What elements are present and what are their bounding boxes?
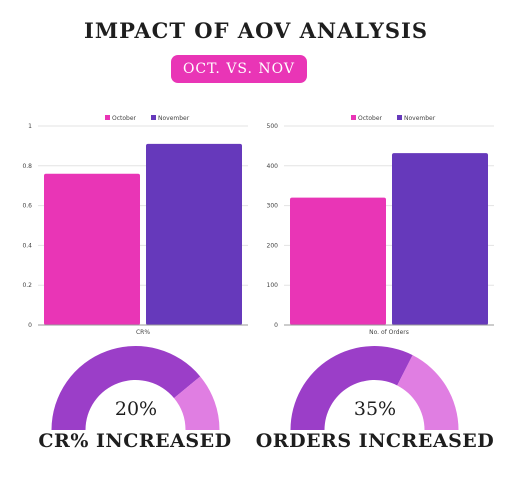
gauge-filled-arc (290, 346, 413, 430)
bar-november (392, 153, 488, 325)
y-tick-label: 300 (267, 203, 279, 210)
legend-swatch-november (151, 115, 156, 120)
legend-label-november: November (404, 115, 436, 122)
y-tick-label: 1 (28, 123, 32, 130)
y-tick-label: 0 (274, 322, 278, 329)
orders-gauge-value: 35% (353, 398, 397, 420)
cr-caption: CR% INCREASED (38, 430, 232, 452)
y-tick-label: 400 (267, 163, 279, 170)
legend-swatch-november (397, 115, 402, 120)
legend-swatch-october (351, 115, 356, 120)
cr-gauge-value: 20% (114, 398, 158, 420)
x-tick-label: No. of Orders (369, 329, 409, 336)
y-tick-label: 0.2 (22, 282, 32, 289)
y-tick-label: 500 (267, 123, 279, 130)
cr-gauge (51, 346, 220, 430)
gauge-remaining-arc (397, 355, 459, 430)
bar-october (44, 173, 140, 325)
y-tick-label: 200 (267, 242, 279, 249)
cr-bar-chart: 0 0.2 0.4 0.6 0.8 1 CR% October November (8, 112, 258, 344)
legend-label-november: November (158, 115, 190, 122)
gauge-filled-arc (51, 346, 201, 430)
y-tick-label: 0.8 (22, 163, 32, 170)
orders-gauge (290, 346, 459, 430)
comparison-badge: OCT. VS. NOV (171, 55, 307, 83)
orders-bar-chart: 0 100 200 300 400 500 No. of Orders October Nove… (254, 112, 504, 344)
orders-caption: ORDERS INCREASED (255, 430, 495, 452)
y-tick-label: 0 (28, 322, 32, 329)
comparison-badge-label: OCT. VS. NOV (182, 61, 296, 77)
bar-november (146, 143, 242, 325)
y-tick-label: 100 (267, 282, 279, 289)
x-tick-label: CR% (136, 329, 150, 336)
bar-october (290, 197, 386, 325)
y-tick-label: 0.6 (22, 203, 32, 210)
legend-label-october: October (112, 115, 137, 122)
gauge-remaining-arc (174, 376, 220, 430)
y-tick-label: 0.4 (22, 242, 32, 249)
page-title: IMPACT OF AOV ANALYSIS (84, 18, 428, 43)
legend-label-october: October (358, 115, 383, 122)
legend-swatch-october (105, 115, 110, 120)
